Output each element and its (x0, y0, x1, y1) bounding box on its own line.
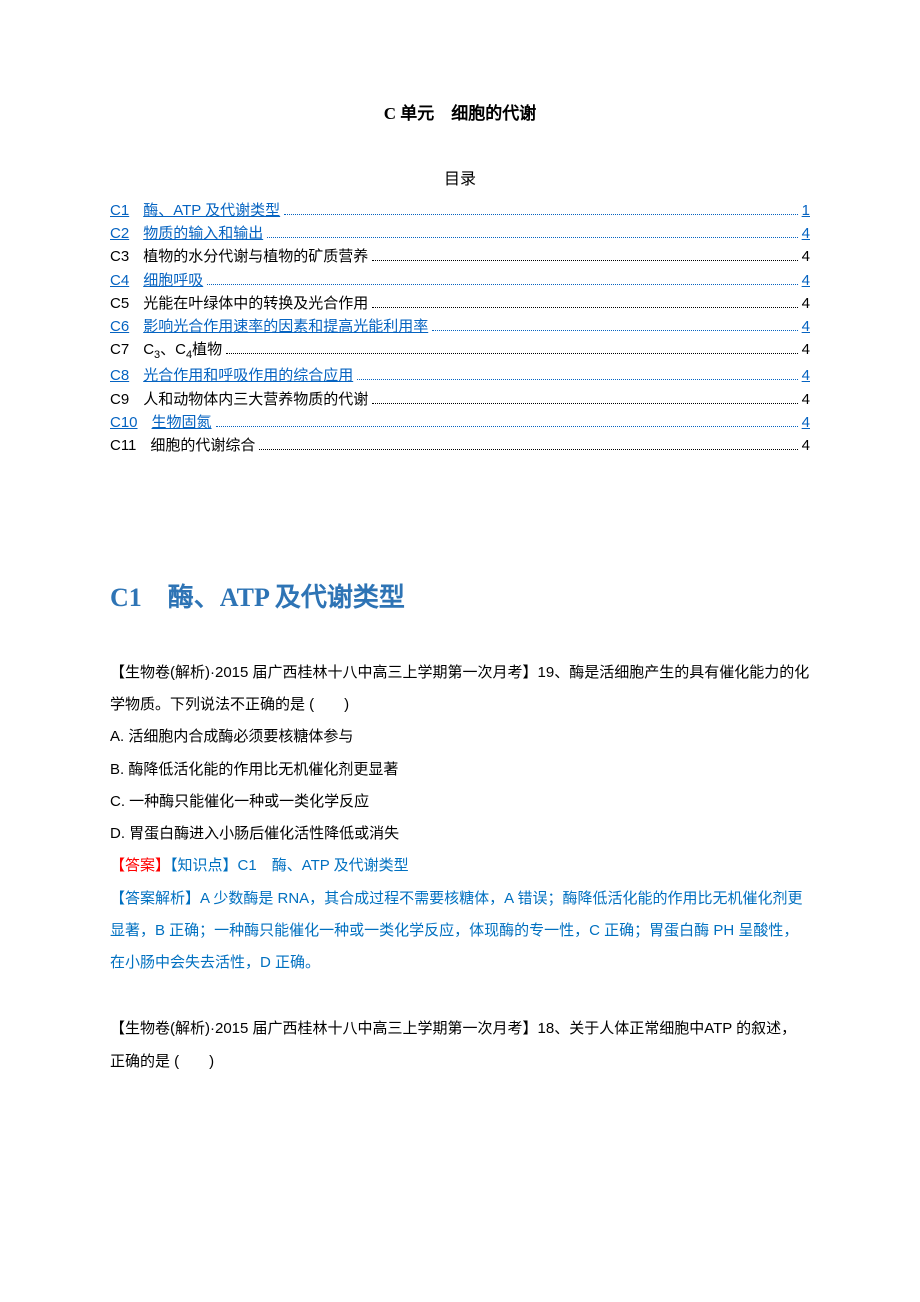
toc-label: 物质的输入和输出 (143, 222, 263, 245)
toc-label: 细胞呼吸 (143, 269, 203, 292)
q18-stem: 【生物卷(解析)·2015 届广西桂林十八中高三上学期第一次月考】18、关于人体… (110, 1013, 810, 1078)
answer-key-label: 【答案】 (110, 857, 170, 874)
toc-page-number: 4 (802, 388, 810, 411)
toc-code: C4 (110, 269, 129, 292)
q19-option-c: C. 一种酶只能催化一种或一类化学反应 (110, 786, 810, 818)
toc-code: C7 (110, 338, 129, 361)
toc-label: 细胞的代谢综合 (150, 434, 255, 457)
section-heading-c1: C1 酶、ATP 及代谢类型 (110, 577, 810, 619)
toc-row[interactable]: C2 物质的输入和输出 4 (110, 222, 810, 245)
toc-leader-dots (432, 330, 797, 331)
toc-heading: 目录 (110, 167, 810, 193)
document-title: C 单元 细胞的代谢 (110, 100, 810, 127)
toc-label: 影响光合作用速率的因素和提高光能利用率 (143, 315, 428, 338)
toc-row[interactable]: C8 光合作用和呼吸作用的综合应用 4 (110, 364, 810, 387)
question-18: 【生物卷(解析)·2015 届广西桂林十八中高三上学期第一次月考】18、关于人体… (110, 1013, 810, 1078)
toc-leader-dots (207, 284, 797, 285)
toc-label: C3、C4植物 (143, 338, 222, 364)
toc-page-number: 4 (802, 245, 810, 268)
toc-leader-dots (284, 214, 798, 215)
question-19: 【生物卷(解析)·2015 届广西桂林十八中高三上学期第一次月考】19、酶是活细… (110, 657, 810, 980)
table-of-contents: C1 酶、ATP 及代谢类型 1 C2 物质的输入和输出 4 C3 植物的水分代谢与植物的矿质… (110, 199, 810, 458)
toc-code: C1 (110, 199, 129, 222)
answer-key-text: 【知识点】C1 酶、ATP 及代谢类型 (170, 857, 409, 874)
toc-page-number: 4 (802, 292, 810, 315)
toc-code: C10 (110, 411, 138, 434)
toc-code: C2 (110, 222, 129, 245)
toc-code: C6 (110, 315, 129, 338)
toc-row[interactable]: C4 细胞呼吸 4 (110, 269, 810, 292)
q19-stem: 【生物卷(解析)·2015 届广西桂林十八中高三上学期第一次月考】19、酶是活细… (110, 657, 810, 722)
toc-label: 光能在叶绿体中的转换及光合作用 (143, 292, 368, 315)
toc-row: C7 C3、C4植物 4 (110, 338, 810, 364)
toc-page-number: 4 (802, 434, 810, 457)
toc-leader-dots (267, 237, 797, 238)
toc-code: C8 (110, 364, 129, 387)
toc-page-number: 4 (802, 364, 810, 387)
toc-row: C5 光能在叶绿体中的转换及光合作用 4 (110, 292, 810, 315)
toc-row: C11 细胞的代谢综合 4 (110, 434, 810, 457)
toc-label: 酶、ATP 及代谢类型 (143, 199, 280, 222)
toc-page-number: 4 (802, 222, 810, 245)
toc-page-number: 4 (802, 338, 810, 361)
toc-leader-dots (226, 353, 798, 354)
q19-answer-key: 【答案】【知识点】C1 酶、ATP 及代谢类型 (110, 850, 810, 882)
toc-page-number: 4 (802, 411, 810, 434)
toc-leader-dots (216, 426, 798, 427)
toc-label: 植物的水分代谢与植物的矿质营养 (143, 245, 368, 268)
toc-code: C5 (110, 292, 129, 315)
toc-code: C3 (110, 245, 129, 268)
toc-leader-dots (372, 403, 797, 404)
toc-leader-dots (259, 449, 797, 450)
toc-leader-dots (372, 307, 797, 308)
toc-page-number: 4 (802, 315, 810, 338)
q19-answer-explanation: 【答案解析】A 少数酶是 RNA，其合成过程不需要核糖体，A 错误；酶降低活化能… (110, 883, 810, 980)
toc-row[interactable]: C1 酶、ATP 及代谢类型 1 (110, 199, 810, 222)
toc-leader-dots (357, 379, 797, 380)
toc-code: C11 (110, 434, 136, 457)
toc-page-number: 4 (802, 269, 810, 292)
toc-page-number: 1 (802, 199, 810, 222)
toc-label: 光合作用和呼吸作用的综合应用 (143, 364, 353, 387)
toc-label: 人和动物体内三大营养物质的代谢 (143, 388, 368, 411)
toc-code: C9 (110, 388, 129, 411)
q19-option-a: A. 活细胞内合成酶必须要核糖体参与 (110, 721, 810, 753)
q19-option-d: D. 胃蛋白酶进入小肠后催化活性降低或消失 (110, 818, 810, 850)
toc-row: C3 植物的水分代谢与植物的矿质营养 4 (110, 245, 810, 268)
q19-option-b: B. 酶降低活化能的作用比无机催化剂更显著 (110, 754, 810, 786)
toc-label: 生物固氮 (152, 411, 212, 434)
toc-leader-dots (372, 260, 797, 261)
toc-row[interactable]: C6 影响光合作用速率的因素和提高光能利用率 4 (110, 315, 810, 338)
toc-row: C9 人和动物体内三大营养物质的代谢 4 (110, 388, 810, 411)
toc-row[interactable]: C10 生物固氮 4 (110, 411, 810, 434)
